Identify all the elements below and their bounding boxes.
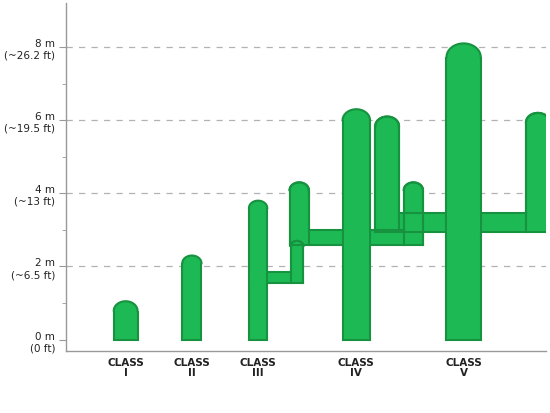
Wedge shape	[526, 114, 549, 123]
Wedge shape	[290, 241, 303, 247]
Text: CLASS: CLASS	[240, 357, 277, 367]
Wedge shape	[249, 201, 267, 209]
Bar	[114, 310, 138, 340]
Wedge shape	[114, 301, 138, 311]
Bar	[290, 230, 343, 245]
Bar	[404, 212, 423, 245]
Wedge shape	[290, 183, 309, 190]
Text: II: II	[188, 367, 196, 377]
Bar	[343, 120, 370, 340]
Wedge shape	[447, 44, 481, 58]
Bar	[447, 214, 480, 233]
Bar	[370, 230, 423, 245]
Bar	[375, 214, 447, 233]
Bar	[290, 246, 303, 283]
Bar	[344, 230, 369, 245]
Bar	[267, 273, 303, 283]
Bar	[344, 230, 369, 245]
Text: CLASS: CLASS	[107, 357, 144, 367]
Bar	[481, 214, 549, 233]
Text: CLASS: CLASS	[173, 357, 210, 367]
Bar	[447, 214, 480, 233]
Bar	[249, 208, 267, 340]
Bar	[290, 263, 303, 283]
Bar	[447, 57, 481, 340]
Bar	[375, 187, 399, 233]
Wedge shape	[375, 117, 399, 127]
Bar	[404, 190, 423, 245]
Wedge shape	[343, 110, 370, 121]
Bar	[182, 263, 201, 340]
Bar	[250, 273, 266, 283]
Bar	[526, 122, 549, 233]
Text: IV: IV	[350, 367, 362, 377]
Text: III: III	[252, 367, 264, 377]
Wedge shape	[404, 183, 423, 190]
Text: CLASS: CLASS	[446, 357, 482, 367]
Bar	[526, 187, 549, 233]
Text: V: V	[460, 367, 467, 377]
Text: I: I	[124, 367, 128, 377]
Bar	[290, 190, 309, 245]
Bar	[290, 212, 309, 245]
Wedge shape	[182, 256, 201, 263]
Text: CLASS: CLASS	[338, 357, 375, 367]
Bar	[375, 126, 399, 233]
